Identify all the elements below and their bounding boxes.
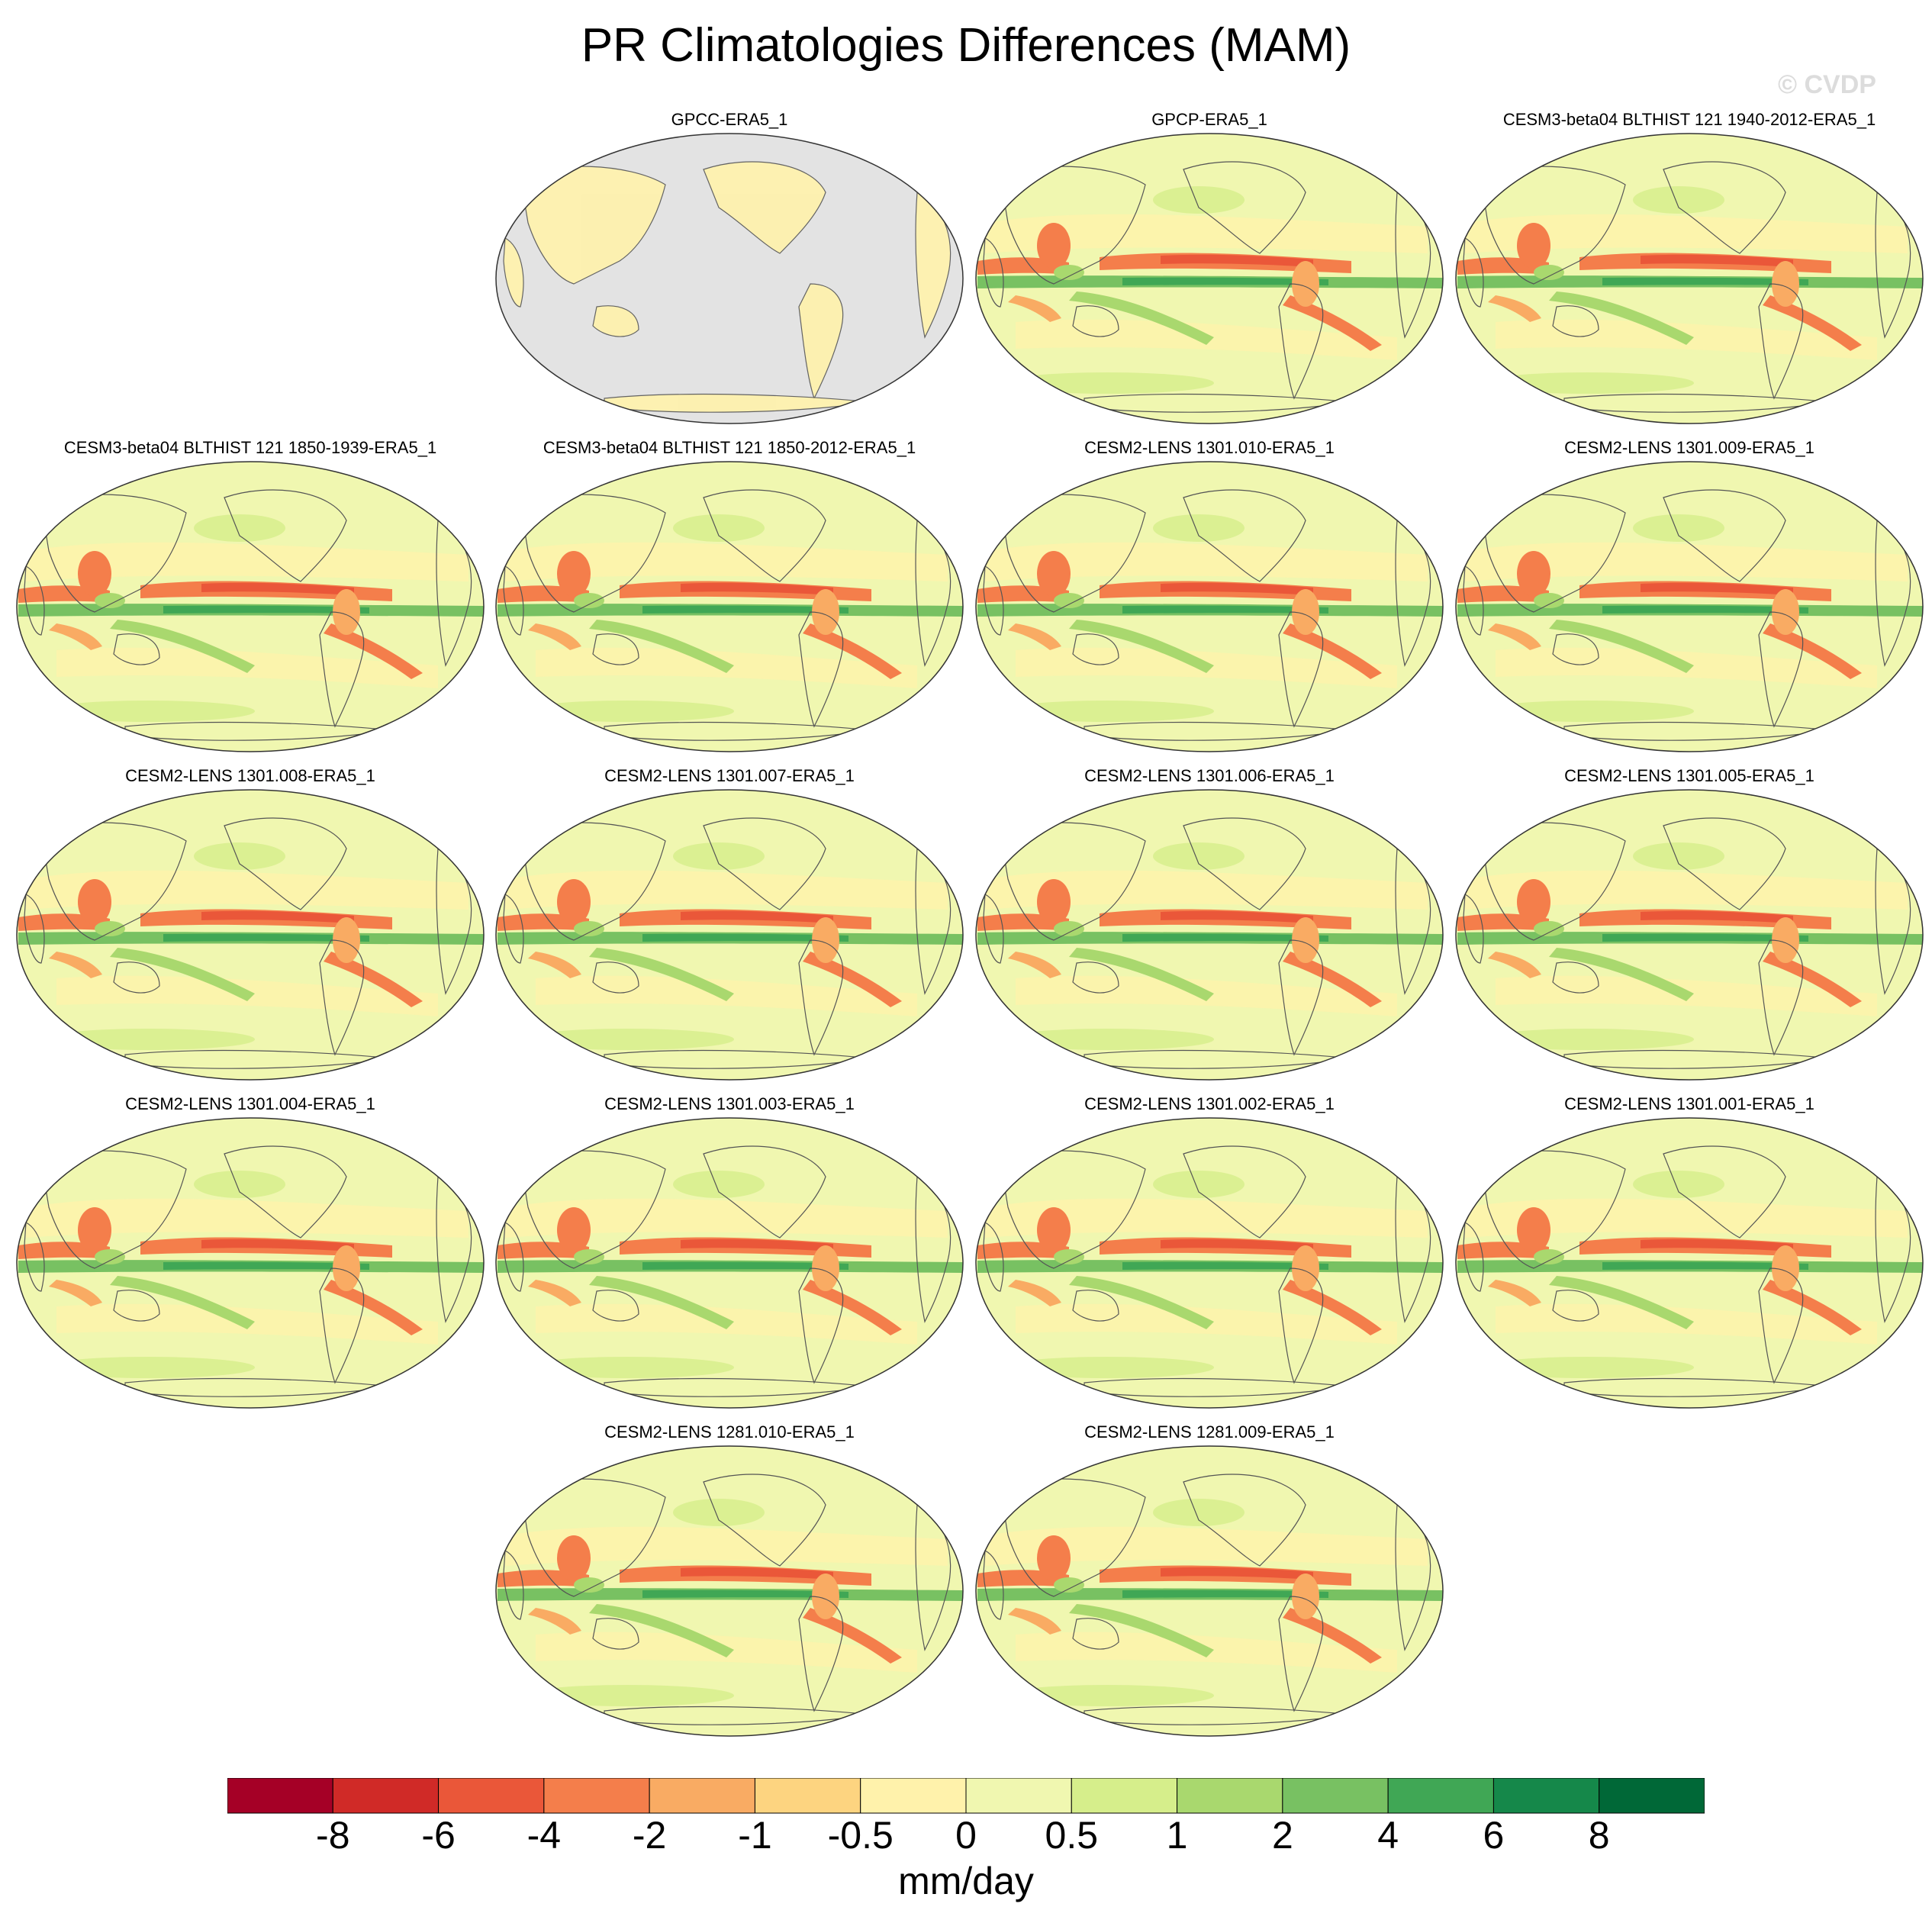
panel-title: CESM2-LENS 1301.006-ERA5_1 [1084,766,1335,785]
panel-title: CESM2-LENS 1281.009-ERA5_1 [1084,1422,1335,1441]
map-panel: CESM2-LENS 1301.004-ERA5_1 [11,1093,490,1413]
colorbar-box [227,1778,333,1814]
colorbar-box [860,1778,967,1814]
colorbar-box [1071,1778,1178,1814]
world-map [975,133,1444,424]
map-panel: CESM2-LENS 1301.007-ERA5_1 [490,765,969,1085]
colorbar-box [1387,1778,1494,1814]
world-map [495,133,964,424]
panel-title: CESM2-LENS 1301.010-ERA5_1 [1084,438,1335,457]
colorbar-tick-label: 6 [1483,1814,1505,1854]
cvdp-watermark: © CVDP [1778,70,1876,99]
colorbar-box [1492,1778,1600,1814]
panel-title: CESM2-LENS 1301.009-ERA5_1 [1564,438,1814,457]
world-map [975,1445,1444,1737]
panel-title: CESM2-LENS 1301.005-ERA5_1 [1564,766,1814,785]
colorbar-tick-label: 2 [1272,1814,1293,1854]
colorbar-tick-label: -1 [738,1814,771,1854]
colorbar-tick-label: -6 [421,1814,455,1854]
map-panel: CESM2-LENS 1301.002-ERA5_1 [970,1093,1449,1413]
panel-title: CESM2-LENS 1301.007-ERA5_1 [604,766,855,785]
panel-title: CESM2-LENS 1301.002-ERA5_1 [1084,1094,1335,1113]
colorbar-box [754,1778,861,1814]
panel-title: CESM2-LENS 1281.010-ERA5_1 [604,1422,855,1441]
world-map [495,1117,964,1409]
colorbar-tick-label: 8 [1589,1814,1610,1854]
colorbar-tick-label: 1 [1167,1814,1188,1854]
colorbar-box [965,1778,1072,1814]
map-panel: GPCP-ERA5_1 [970,108,1449,429]
map-panel: CESM2-LENS 1301.003-ERA5_1 [490,1093,969,1413]
figure-title: PR Climatologies Differences (MAM) [581,19,1351,72]
world-map [16,461,485,752]
world-map [1455,1117,1924,1409]
world-map [975,789,1444,1081]
map-panel: CESM3-beta04 BLTHIST 121 1850-1939-ERA5_… [11,436,490,757]
panel-title: GPCC-ERA5_1 [671,110,788,129]
map-panel: CESM2-LENS 1301.001-ERA5_1 [1450,1093,1929,1413]
colorbar-units: mm/day [898,1860,1034,1902]
colorbar-box [438,1778,545,1814]
panel-title: CESM2-LENS 1301.008-ERA5_1 [125,766,375,785]
world-map [975,461,1444,752]
map-panel: CESM2-LENS 1301.010-ERA5_1 [970,436,1449,757]
colorbar-tick-label: -0.5 [828,1814,894,1854]
panel-title: CESM2-LENS 1301.001-ERA5_1 [1564,1094,1814,1113]
colorbar-box [1177,1778,1283,1814]
colorbar: -8 -6 -4 -2 -1 -0.5 0 0.5 1 2 4 6 8 [227,1778,1705,1854]
colorbar-box [332,1778,440,1814]
colorbar-tick-label: 4 [1377,1814,1399,1854]
map-panel: CESM2-LENS 1301.005-ERA5_1 [1450,765,1929,1085]
colorbar-tick-label: 0.5 [1045,1814,1099,1854]
world-map [495,461,964,752]
colorbar-tick-label: 0 [955,1814,977,1854]
world-map [16,789,485,1081]
colorbar-tick-label: -2 [633,1814,666,1854]
colorbar-box [1599,1778,1705,1814]
panel-title: CESM3-beta04 BLTHIST 121 1940-2012-ERA5_… [1502,110,1876,129]
map-panel: CESM2-LENS 1301.008-ERA5_1 [11,765,490,1085]
colorbar-tick-label: -4 [527,1814,561,1854]
world-map [1455,461,1924,752]
map-panel: CESM2-LENS 1281.010-ERA5_1 [490,1421,969,1741]
colorbar-box [543,1778,650,1814]
world-map [16,1117,485,1409]
panel-title: CESM3-beta04 BLTHIST 121 1850-2012-ERA5_… [543,438,916,457]
colorbar-box [649,1778,755,1814]
colorbar-tick-label: -8 [316,1814,349,1854]
map-panel: CESM3-beta04 BLTHIST 121 1940-2012-ERA5_… [1450,108,1929,429]
map-panel: CESM3-beta04 BLTHIST 121 1850-2012-ERA5_… [490,436,969,757]
colorbar-box [1282,1778,1389,1814]
panel-title: CESM3-beta04 BLTHIST 121 1850-1939-ERA5_… [63,438,437,457]
world-map [1455,789,1924,1081]
map-panel: CESM2-LENS 1301.006-ERA5_1 [970,765,1449,1085]
map-panel: CESM2-LENS 1281.009-ERA5_1 [970,1421,1449,1741]
map-panel: CESM2-LENS 1301.009-ERA5_1 [1450,436,1929,757]
world-map [495,789,964,1081]
panel-title: CESM2-LENS 1301.004-ERA5_1 [125,1094,375,1113]
panel-title: CESM2-LENS 1301.003-ERA5_1 [604,1094,855,1113]
panel-title: GPCP-ERA5_1 [1151,110,1267,129]
world-map [495,1445,964,1737]
map-panel: GPCC-ERA5_1 [490,108,969,429]
world-map [975,1117,1444,1409]
world-map [1455,133,1924,424]
